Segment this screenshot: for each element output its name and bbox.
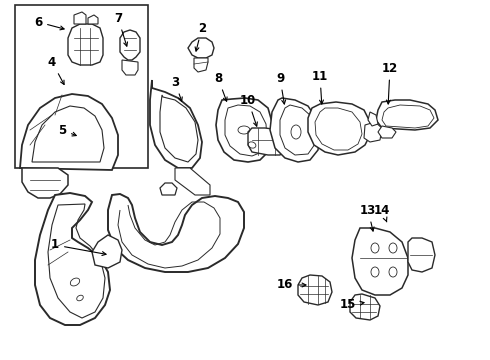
Polygon shape [35,193,110,325]
Bar [15,5,148,168]
Polygon shape [92,235,122,268]
Polygon shape [175,168,210,195]
Text: 1: 1 [51,238,106,256]
Text: 9: 9 [276,72,286,104]
Polygon shape [352,228,408,295]
Text: 3: 3 [171,76,182,101]
Polygon shape [308,102,370,155]
Text: 4: 4 [48,55,64,85]
Polygon shape [298,275,332,305]
Polygon shape [364,122,382,142]
Text: 10: 10 [240,94,257,126]
Text: 12: 12 [382,62,398,104]
Polygon shape [376,100,438,130]
Text: 16: 16 [277,279,306,292]
Polygon shape [108,194,244,272]
Text: 7: 7 [114,12,127,46]
Polygon shape [270,98,320,162]
Polygon shape [122,60,138,75]
Polygon shape [194,58,208,72]
Polygon shape [248,128,285,155]
Polygon shape [150,80,202,168]
Text: 14: 14 [374,203,390,222]
Polygon shape [350,294,380,320]
Text: 13: 13 [360,203,376,231]
Polygon shape [68,24,103,65]
Polygon shape [368,112,378,126]
Text: 8: 8 [214,72,227,101]
Text: 15: 15 [340,298,364,311]
Text: 11: 11 [312,69,328,104]
Text: 6: 6 [34,15,64,30]
Polygon shape [188,38,214,58]
Polygon shape [408,238,435,272]
Polygon shape [74,12,86,24]
Polygon shape [120,30,140,60]
Polygon shape [378,126,396,138]
Polygon shape [22,168,68,198]
Text: 5: 5 [58,123,76,136]
Polygon shape [216,98,272,162]
Polygon shape [88,15,98,24]
Polygon shape [20,94,118,170]
Text: 2: 2 [195,22,206,51]
Polygon shape [160,183,177,195]
